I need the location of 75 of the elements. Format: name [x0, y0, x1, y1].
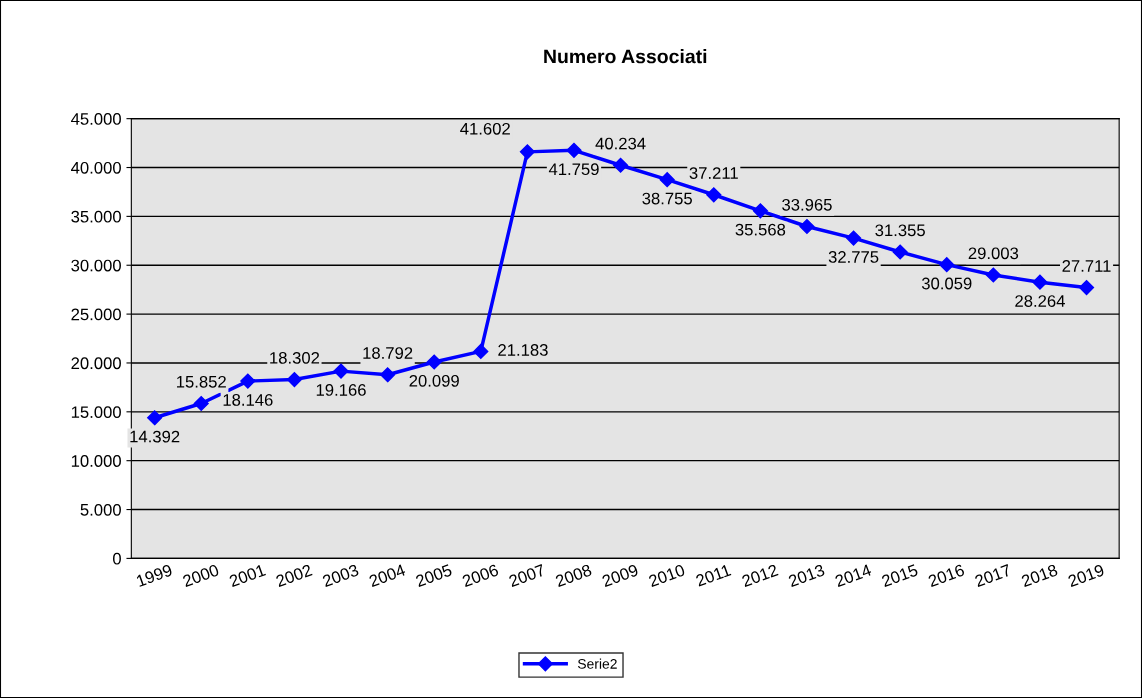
data-label: 40.234 — [595, 137, 646, 150]
point — [659, 172, 675, 188]
y-tick-label: 30.000 — [71, 259, 121, 272]
data-label: 38.755 — [642, 192, 692, 205]
data-label: 35.568 — [735, 223, 786, 236]
point — [892, 244, 908, 260]
x-tick-label: 2008 — [554, 563, 593, 588]
point — [799, 218, 815, 235]
point — [147, 410, 163, 426]
data-label: 14.392 — [130, 430, 180, 443]
data-label: 29.003 — [968, 247, 1019, 260]
x-tick-label: 2013 — [787, 563, 826, 588]
x-tick-label: 2009 — [601, 563, 639, 588]
y-tick-label: 40.000 — [71, 161, 121, 174]
data-label: 31.355 — [875, 224, 925, 237]
y-tick-label: 0 — [112, 552, 121, 565]
point — [286, 371, 302, 388]
data-label: 41.602 — [460, 122, 510, 135]
x-tick-label: 2012 — [741, 563, 779, 588]
point — [473, 343, 489, 359]
data-label: 37.211 — [689, 167, 738, 179]
x-tick-label: 2019 — [1067, 563, 1105, 588]
point — [426, 354, 442, 370]
x-tick-label: 2010 — [648, 563, 686, 588]
x-tick-label: 2016 — [927, 563, 966, 588]
x-tick-label: 2001 — [228, 563, 267, 588]
x-tick-label: 1999 — [135, 563, 173, 588]
point — [566, 142, 582, 158]
x-tick-label: 2007 — [508, 563, 546, 588]
chart-title: Numero Associati — [544, 49, 707, 64]
x-tick-label: 2014 — [834, 563, 873, 588]
data-label: 41.759 — [548, 163, 599, 176]
data-label: 18.792 — [363, 347, 413, 359]
y-tick-label: 20.000 — [71, 357, 121, 370]
point — [333, 363, 349, 379]
x-tick-label: 2002 — [275, 563, 313, 588]
point — [380, 367, 396, 383]
point — [613, 157, 629, 173]
point — [939, 257, 955, 273]
point — [706, 187, 722, 203]
x-tick-label: 2017 — [974, 563, 1012, 588]
x-tick-label: 2000 — [182, 563, 220, 588]
point — [752, 203, 768, 219]
x-tick-label: 2003 — [321, 563, 360, 588]
legend-label: Serie2 — [577, 658, 617, 669]
point — [1078, 280, 1095, 296]
data-label: 21.183 — [498, 344, 548, 356]
point — [985, 267, 1001, 283]
point — [193, 395, 209, 412]
y-tick-label: 15.000 — [71, 406, 121, 419]
y-tick-label: 45.000 — [71, 113, 121, 125]
y-tick-label: 5.000 — [80, 503, 121, 516]
data-label: 18.146 — [223, 394, 273, 406]
data-label: 30.059 — [921, 277, 972, 290]
x-tick-label: 2011 — [695, 563, 732, 587]
y-tick-label: 25.000 — [71, 308, 121, 321]
point — [1032, 274, 1048, 290]
x-tick-label: 2015 — [881, 563, 919, 588]
x-tick-label: 2005 — [415, 563, 453, 588]
x-tick-label: 2018 — [1020, 563, 1059, 588]
x-tick-label: 2006 — [461, 563, 500, 588]
data-label: 19.166 — [316, 384, 366, 396]
data-label: 15.852 — [177, 375, 226, 388]
data-label: 33.965 — [782, 198, 832, 211]
y-tick-label: 35.000 — [71, 210, 121, 223]
data-label: 28.264 — [1015, 295, 1065, 307]
data-label: 27.711 — [1062, 260, 1111, 272]
point — [519, 144, 535, 160]
x-tick-label: 2004 — [368, 563, 407, 588]
point — [240, 373, 256, 389]
point — [845, 230, 862, 246]
y-tick-label: 10.000 — [71, 455, 121, 467]
data-label: 18.302 — [270, 351, 320, 364]
data-label: 32.775 — [828, 251, 879, 263]
data-label: 20.099 — [409, 374, 459, 387]
